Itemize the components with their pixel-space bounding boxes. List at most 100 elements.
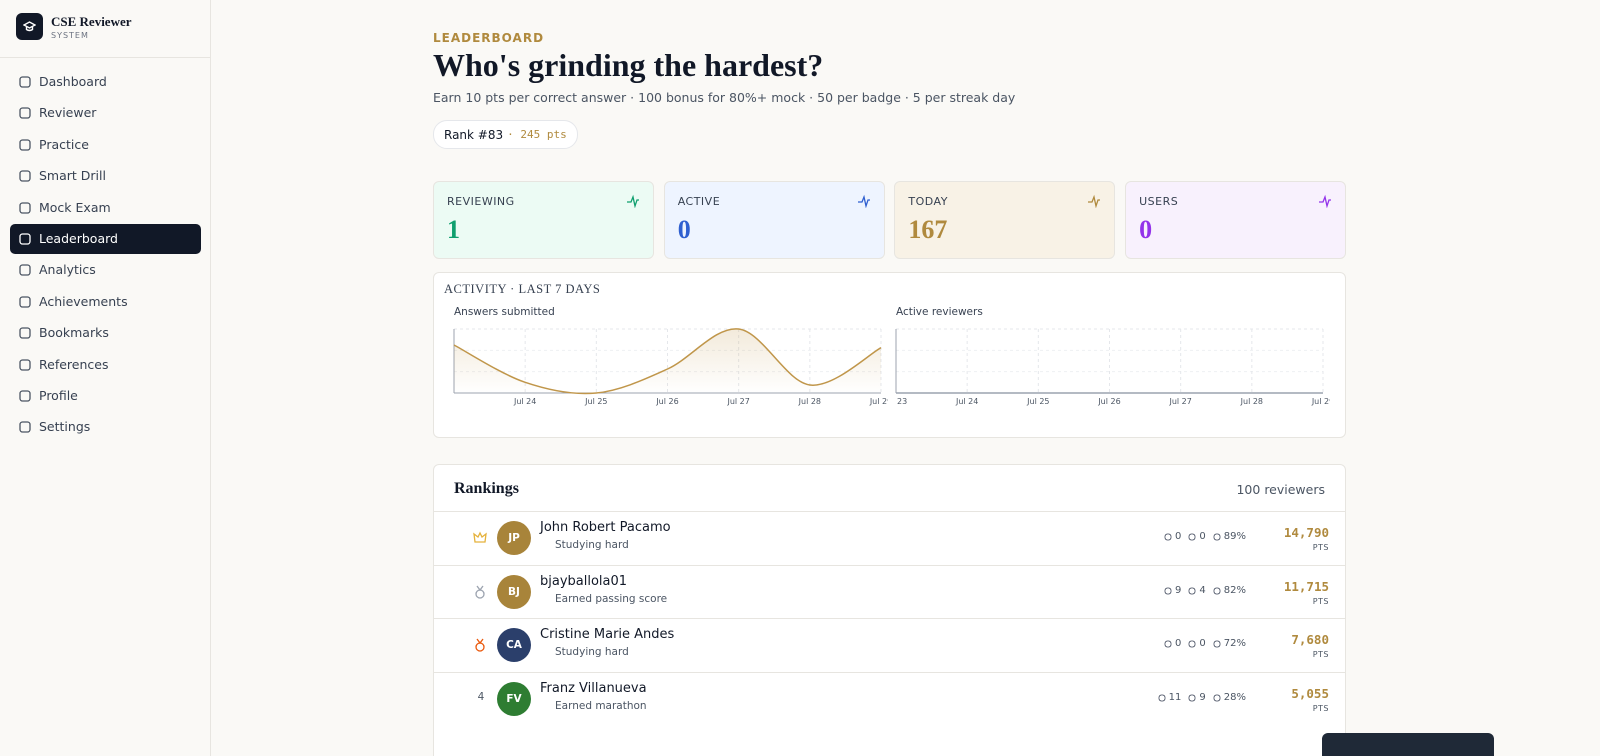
nav-item[interactable]: Dashboard bbox=[10, 67, 201, 97]
rank-points: · 245 pts bbox=[507, 128, 567, 141]
x-tick-label: Jul 29 bbox=[1311, 397, 1330, 406]
nav-icon-shape bbox=[19, 76, 31, 88]
brand-sub: SYSTEM bbox=[51, 31, 89, 40]
nav-item[interactable]: Profile bbox=[10, 381, 201, 411]
avatar: JP bbox=[497, 521, 531, 555]
nav-icon-shape bbox=[19, 390, 31, 402]
nav-icon bbox=[19, 264, 31, 277]
chart-title: Active reviewers bbox=[896, 306, 983, 318]
nav-item[interactable]: Settings bbox=[10, 412, 201, 442]
activity-title: ACTIVITY · LAST 7 DAYS bbox=[444, 282, 601, 296]
nav-item[interactable]: Reviewer bbox=[10, 98, 201, 128]
user-status: Studying hard bbox=[555, 539, 629, 551]
x-tick-label: Jul 24 bbox=[955, 397, 978, 406]
user-points: 7,680 bbox=[1291, 632, 1329, 648]
ranking-row[interactable]: BJ bjayballola01 Earned passing score 9 4 82%… bbox=[434, 564, 1345, 619]
nav-label: Leaderboard bbox=[39, 231, 118, 246]
stat-card: REVIEWING 1 bbox=[433, 181, 654, 259]
nav-label: References bbox=[39, 356, 109, 372]
nav-label: Settings bbox=[39, 419, 91, 435]
x-tick-label: Jul 29 bbox=[869, 397, 888, 406]
stat-accuracy: 89% bbox=[1212, 531, 1246, 542]
ranking-row[interactable]: CA Cristine Marie Andes Studying hard 0 0 72%… bbox=[434, 618, 1345, 672]
x-tick-label: Jul 26 bbox=[1097, 397, 1120, 406]
x-tick-label: Jul 28 bbox=[1240, 397, 1263, 406]
nav-icon bbox=[19, 139, 31, 151]
nav-label: Mock Exam bbox=[39, 199, 111, 215]
chart: Jul 23 Jul 24 Jul 25 Jul 26 Jul 27 Jul 28 Jul … bbox=[894, 328, 1330, 406]
nav-icon bbox=[19, 390, 31, 402]
stat-icon bbox=[1319, 194, 1332, 208]
nav-icon-shape bbox=[19, 170, 31, 182]
x-tick-label: Jul 27 bbox=[1168, 397, 1191, 406]
nav-icon bbox=[19, 327, 31, 339]
medal-icon bbox=[475, 585, 485, 599]
user-points: 11,715 bbox=[1283, 578, 1329, 594]
sidebar bbox=[0, 0, 211, 756]
x-tick-label: Jul 28 bbox=[798, 397, 821, 406]
nav-label: Reviewer bbox=[39, 105, 97, 121]
chart: Jul 24 Jul 25 Jul 26 Jul 27 Jul 28 Jul 29 bbox=[453, 328, 888, 406]
cap-icon bbox=[23, 21, 36, 32]
nav-icon bbox=[19, 358, 31, 371]
nav-icon-shape bbox=[19, 233, 31, 245]
nav-item[interactable]: Bookmarks bbox=[10, 318, 201, 348]
medal-icon bbox=[475, 639, 485, 653]
sidebar-divider bbox=[0, 57, 210, 58]
nav-label: Practice bbox=[39, 136, 89, 152]
user-status: Studying hard bbox=[555, 646, 629, 659]
rank-label: Rank #83 bbox=[444, 127, 504, 142]
nav-item[interactable]: Smart Drill bbox=[10, 161, 201, 191]
eyebrow: LEADERBOARD bbox=[433, 31, 545, 45]
medal-icon bbox=[473, 531, 487, 543]
line bbox=[453, 328, 882, 395]
nav-item[interactable]: Analytics bbox=[10, 255, 201, 285]
stat-icon bbox=[1088, 194, 1101, 208]
logo bbox=[16, 13, 43, 40]
nav-item[interactable]: Practice bbox=[10, 130, 201, 160]
logo-icon bbox=[23, 21, 36, 32]
user-name: Franz Villanueva bbox=[540, 681, 647, 697]
subtitle: Earn 10 pts per correct answer · 100 bon… bbox=[433, 90, 1016, 105]
ranking-row[interactable]: 4 FV Franz Villanueva Earned marathon 11 9 28%… bbox=[434, 672, 1345, 726]
nav-label: Achievements bbox=[39, 293, 128, 309]
nav-item[interactable]: Leaderboard bbox=[10, 224, 201, 254]
stat-mocks: 4 bbox=[1188, 584, 1206, 596]
user-status: Earned marathon bbox=[555, 700, 647, 713]
nav-icon-shape bbox=[19, 139, 31, 151]
avatar: FV bbox=[497, 682, 531, 717]
nav-item[interactable]: References bbox=[10, 350, 201, 380]
stat-mocks: 9 bbox=[1188, 692, 1206, 704]
nav-item[interactable]: Mock Exam bbox=[10, 193, 201, 223]
x-tick-label: Jul 25 bbox=[1026, 397, 1049, 406]
user-points: 14,790 bbox=[1283, 525, 1329, 540]
stat-value: 167 bbox=[908, 215, 948, 244]
user-stats: 11 9 28% bbox=[1157, 692, 1246, 704]
stat-card: USERS 0 bbox=[1125, 181, 1347, 259]
stat-badges: 0 bbox=[1164, 531, 1182, 542]
nav-item[interactable]: Achievements bbox=[10, 287, 201, 317]
nav-icon bbox=[19, 201, 31, 214]
user-status: Earned passing score bbox=[555, 592, 668, 605]
stat-accuracy: 82% bbox=[1212, 584, 1246, 596]
toast bbox=[1322, 733, 1494, 756]
stat-value: 0 bbox=[1139, 215, 1153, 244]
ranking-row[interactable]: JP John Robert Pacamo Studying hard 0 0 89% 14… bbox=[434, 511, 1345, 565]
user-stats: 0 0 72% bbox=[1164, 638, 1246, 650]
nav-icon bbox=[19, 76, 31, 88]
stat-label: REVIEWING bbox=[447, 195, 515, 208]
medal-shape bbox=[475, 585, 485, 599]
x-tick-label: Jul 26 bbox=[655, 397, 678, 406]
stat-icon bbox=[857, 194, 870, 208]
nav-icon-shape bbox=[19, 201, 31, 214]
nav-label: Analytics bbox=[39, 262, 96, 278]
stat-badges: 9 bbox=[1164, 584, 1182, 596]
nav-label: Dashboard bbox=[39, 74, 107, 89]
stat-icon bbox=[627, 194, 639, 208]
stat-value: 1 bbox=[447, 215, 460, 244]
nav-icon-shape bbox=[19, 358, 31, 371]
rank-pill: Rank #83 · 245 pts bbox=[433, 120, 578, 149]
rank-number: 4 bbox=[477, 691, 485, 704]
stat-card: ACTIVE 0 bbox=[663, 181, 885, 259]
